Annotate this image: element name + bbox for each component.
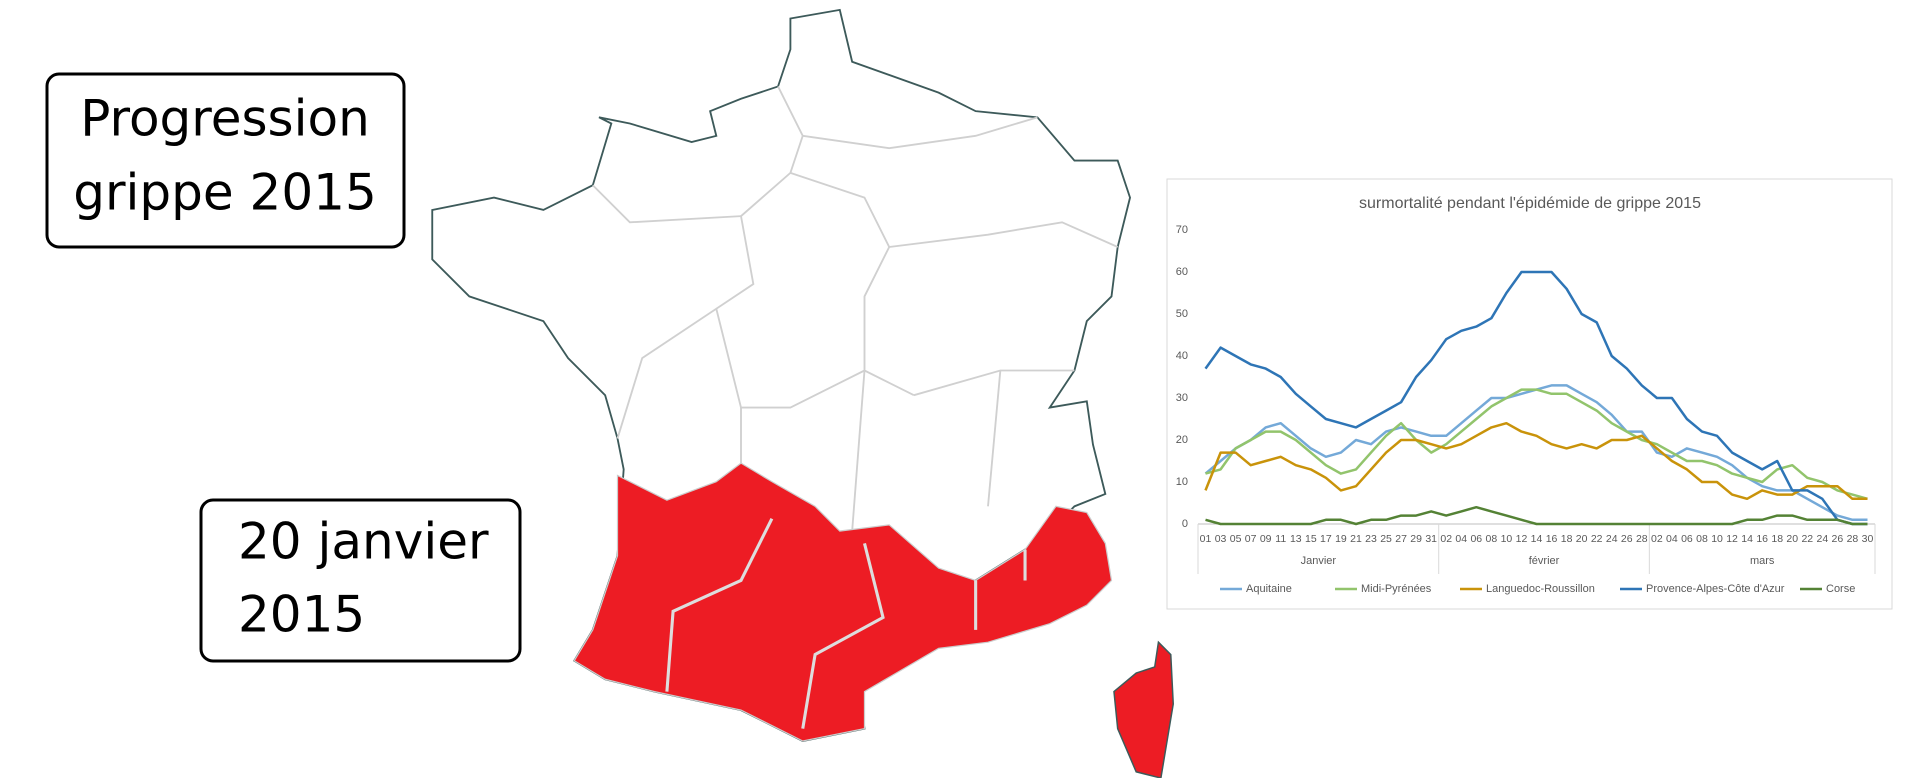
x-tick-label: 24 bbox=[1817, 533, 1829, 545]
x-tick-label: 12 bbox=[1726, 533, 1738, 545]
group-label: février bbox=[1529, 555, 1560, 567]
x-tick-label: 19 bbox=[1335, 533, 1347, 545]
x-tick-label: 30 bbox=[1862, 533, 1874, 545]
x-tick-label: 08 bbox=[1486, 533, 1498, 545]
y-tick-label: 70 bbox=[1176, 224, 1188, 236]
y-tick-label: 50 bbox=[1176, 308, 1188, 320]
chart-title: surmortalité pendant l'épidémide de grip… bbox=[1359, 195, 1701, 212]
group-label: mars bbox=[1750, 555, 1775, 567]
x-tick-label: 14 bbox=[1531, 533, 1543, 545]
x-tick-label: 13 bbox=[1290, 533, 1302, 545]
date-box bbox=[199, 498, 522, 663]
x-tick-label: 27 bbox=[1395, 533, 1407, 545]
title-box bbox=[45, 72, 406, 249]
x-tick-label: 20 bbox=[1576, 533, 1588, 545]
region-borders bbox=[592, 86, 1119, 532]
map bbox=[431, 8, 1174, 779]
legend-label: Midi-Pyrénées bbox=[1361, 583, 1432, 595]
x-tick-label: 01 bbox=[1200, 533, 1212, 545]
x-tick-label: 06 bbox=[1681, 533, 1693, 545]
x-tick-label: 10 bbox=[1711, 533, 1723, 545]
x-tick-label: 23 bbox=[1365, 533, 1377, 545]
red-region-borders bbox=[665, 518, 1027, 729]
date-line: 20 janvier bbox=[238, 513, 489, 571]
x-tick-label: 04 bbox=[1455, 533, 1467, 545]
x-tick-label: 22 bbox=[1801, 533, 1813, 545]
x-tick-label: 26 bbox=[1832, 533, 1844, 545]
x-tick-label: 25 bbox=[1380, 533, 1392, 545]
x-tick-label: 15 bbox=[1305, 533, 1317, 545]
group-label: Janvier bbox=[1301, 555, 1337, 567]
line-series bbox=[1205, 505, 1868, 526]
line-series bbox=[1205, 388, 1868, 501]
title-line: grippe 2015 bbox=[73, 164, 377, 222]
y-tick-label: 10 bbox=[1176, 476, 1188, 488]
x-tick-label: 20 bbox=[1786, 533, 1798, 545]
x-tick-label: 18 bbox=[1771, 533, 1783, 545]
y-tick-label: 60 bbox=[1176, 266, 1188, 278]
title-line: Progression bbox=[80, 90, 370, 148]
x-tick-label: 24 bbox=[1606, 533, 1618, 545]
x-tick-label: 16 bbox=[1546, 533, 1558, 545]
x-tick-label: 28 bbox=[1636, 533, 1648, 545]
y-tick-label: 40 bbox=[1176, 350, 1188, 362]
y-tick-label: 30 bbox=[1176, 392, 1188, 404]
x-tick-label: 03 bbox=[1215, 533, 1227, 545]
x-tick-label: 04 bbox=[1666, 533, 1678, 545]
legend-label: Languedoc-Roussillon bbox=[1486, 583, 1595, 595]
x-tick-label: 16 bbox=[1756, 533, 1768, 545]
x-tick-label: 11 bbox=[1275, 533, 1286, 545]
y-tick-label: 0 bbox=[1182, 518, 1188, 530]
x-tick-label: 28 bbox=[1847, 533, 1859, 545]
date-line: 2015 bbox=[238, 586, 365, 644]
x-tick-label: 05 bbox=[1230, 533, 1242, 545]
legend-label: Corse bbox=[1826, 583, 1855, 595]
legend-label: Provence-Alpes-Côte d'Azur bbox=[1646, 583, 1785, 595]
line-series bbox=[1204, 270, 1868, 526]
x-tick-label: 17 bbox=[1320, 533, 1332, 545]
x-tick-label: 08 bbox=[1696, 533, 1708, 545]
x-tick-label: 10 bbox=[1501, 533, 1513, 545]
x-tick-label: 26 bbox=[1621, 533, 1633, 545]
x-tick-label: 12 bbox=[1516, 533, 1528, 545]
y-tick-label: 20 bbox=[1176, 434, 1188, 446]
line-series bbox=[1204, 421, 1868, 501]
x-tick-label: 31 bbox=[1425, 533, 1437, 545]
x-tick-label: 21 bbox=[1350, 533, 1362, 545]
legend-label: Aquitaine bbox=[1246, 583, 1292, 595]
x-tick-label: 22 bbox=[1591, 533, 1603, 545]
affected-regions bbox=[573, 462, 1113, 742]
x-tick-label: 14 bbox=[1741, 533, 1753, 545]
x-tick-label: 02 bbox=[1651, 533, 1663, 545]
x-tick-label: 29 bbox=[1410, 533, 1422, 545]
corsica bbox=[1113, 640, 1174, 779]
x-tick-label: 18 bbox=[1561, 533, 1573, 545]
x-tick-label: 09 bbox=[1260, 533, 1272, 545]
x-tick-label: 06 bbox=[1470, 533, 1482, 545]
x-tick-label: 02 bbox=[1440, 533, 1452, 545]
chart-panel bbox=[1166, 178, 1893, 610]
x-tick-label: 07 bbox=[1245, 533, 1257, 545]
